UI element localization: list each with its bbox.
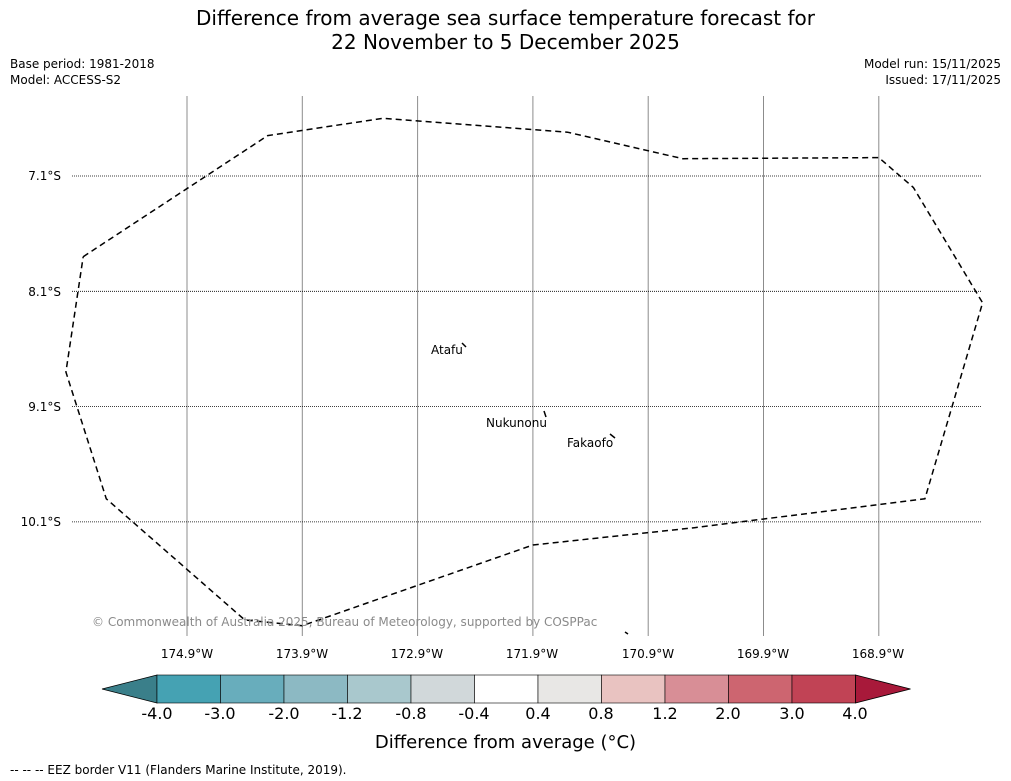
atoll-marker — [624, 631, 629, 635]
colorbar-segment — [664, 674, 729, 704]
eez-footnote: -- -- -- EEZ border V11 (Flanders Marine… — [10, 763, 347, 777]
colorbar-segment — [220, 674, 285, 704]
base-period-text: Base period: 1981-2018 — [10, 57, 155, 71]
title-line-2: 22 November to 5 December 2025 — [331, 30, 680, 54]
atoll-marker — [609, 433, 616, 439]
colorbar-segment — [347, 674, 412, 704]
colorbar-segment — [474, 674, 539, 704]
colorbar-tick: 4.0 — [842, 704, 868, 723]
colorbar-segment — [791, 674, 856, 704]
place-label-fakaofo: Fakaofo — [567, 436, 614, 450]
lon-label-172-9: 172.9°W — [390, 647, 444, 661]
title-line-1: Difference from average sea surface temp… — [195, 6, 815, 30]
issued-text: Issued: 17/11/2025 — [885, 73, 1001, 87]
lon-label-174-9: 174.9°W — [160, 647, 214, 661]
colorbar-under-arrow — [101, 674, 158, 704]
lat-label-8-1: 8.1°S — [28, 285, 61, 299]
colorbar-label: Difference from average (°C) — [374, 732, 637, 753]
place-label-atafu: Atafu — [431, 343, 463, 357]
colorbar-segment — [283, 674, 348, 704]
model-run-text: Model run: 15/11/2025 — [863, 57, 1001, 71]
lon-label-173-9: 173.9°W — [275, 647, 329, 661]
lat-label-9-1: 9.1°S — [28, 400, 61, 414]
colorbar-tick: -4.0 — [141, 704, 173, 723]
eez-border — [65, 117, 984, 627]
lat-label-10-1: 10.1°S — [20, 515, 61, 529]
colorbar-tick: 0.8 — [588, 704, 614, 723]
colorbar-over-arrow — [855, 674, 911, 704]
atoll-marker — [543, 410, 547, 418]
colorbar — [101, 674, 911, 704]
colorbar-tick: -2.0 — [268, 704, 300, 723]
colorbar-tick: 3.0 — [779, 704, 805, 723]
place-markers — [461, 342, 629, 635]
model-text: Model: ACCESS-S2 — [10, 73, 122, 87]
atoll-marker — [461, 342, 467, 348]
copyright-text: © Commonwealth of Australia 2025, Bureau… — [92, 615, 598, 629]
colorbar-tick: -0.4 — [458, 704, 490, 723]
colorbar-tick: -0.8 — [395, 704, 427, 723]
graticule — [72, 96, 982, 636]
place-label-nukunonu: Nukunonu — [486, 416, 547, 430]
meta-left: Base period: 1981-2018 Model: ACCESS-S2 — [10, 56, 155, 88]
meta-right: Model run: 15/11/2025 Issued: 17/11/2025 — [864, 56, 1001, 88]
colorbar-segment — [156, 674, 221, 704]
lon-label-171-9: 171.9°W — [505, 647, 559, 661]
colorbar-tick: 0.4 — [525, 704, 551, 723]
colorbar-tick: -1.2 — [331, 704, 363, 723]
colorbar-segment — [601, 674, 666, 704]
colorbar-segment — [537, 674, 602, 704]
colorbar-tick: 1.2 — [652, 704, 678, 723]
lat-label-7-1: 7.1°S — [28, 169, 61, 183]
colorbar-tick: -3.0 — [204, 704, 236, 723]
chart-title: Difference from average sea surface temp… — [0, 6, 1011, 54]
colorbar-segment — [410, 674, 475, 704]
lon-label-168-9: 168.9°W — [851, 647, 905, 661]
lon-label-169-9: 169.9°W — [736, 647, 790, 661]
colorbar-segment — [728, 674, 793, 704]
lon-label-170-9: 170.9°W — [621, 647, 675, 661]
colorbar-tick: 2.0 — [715, 704, 741, 723]
